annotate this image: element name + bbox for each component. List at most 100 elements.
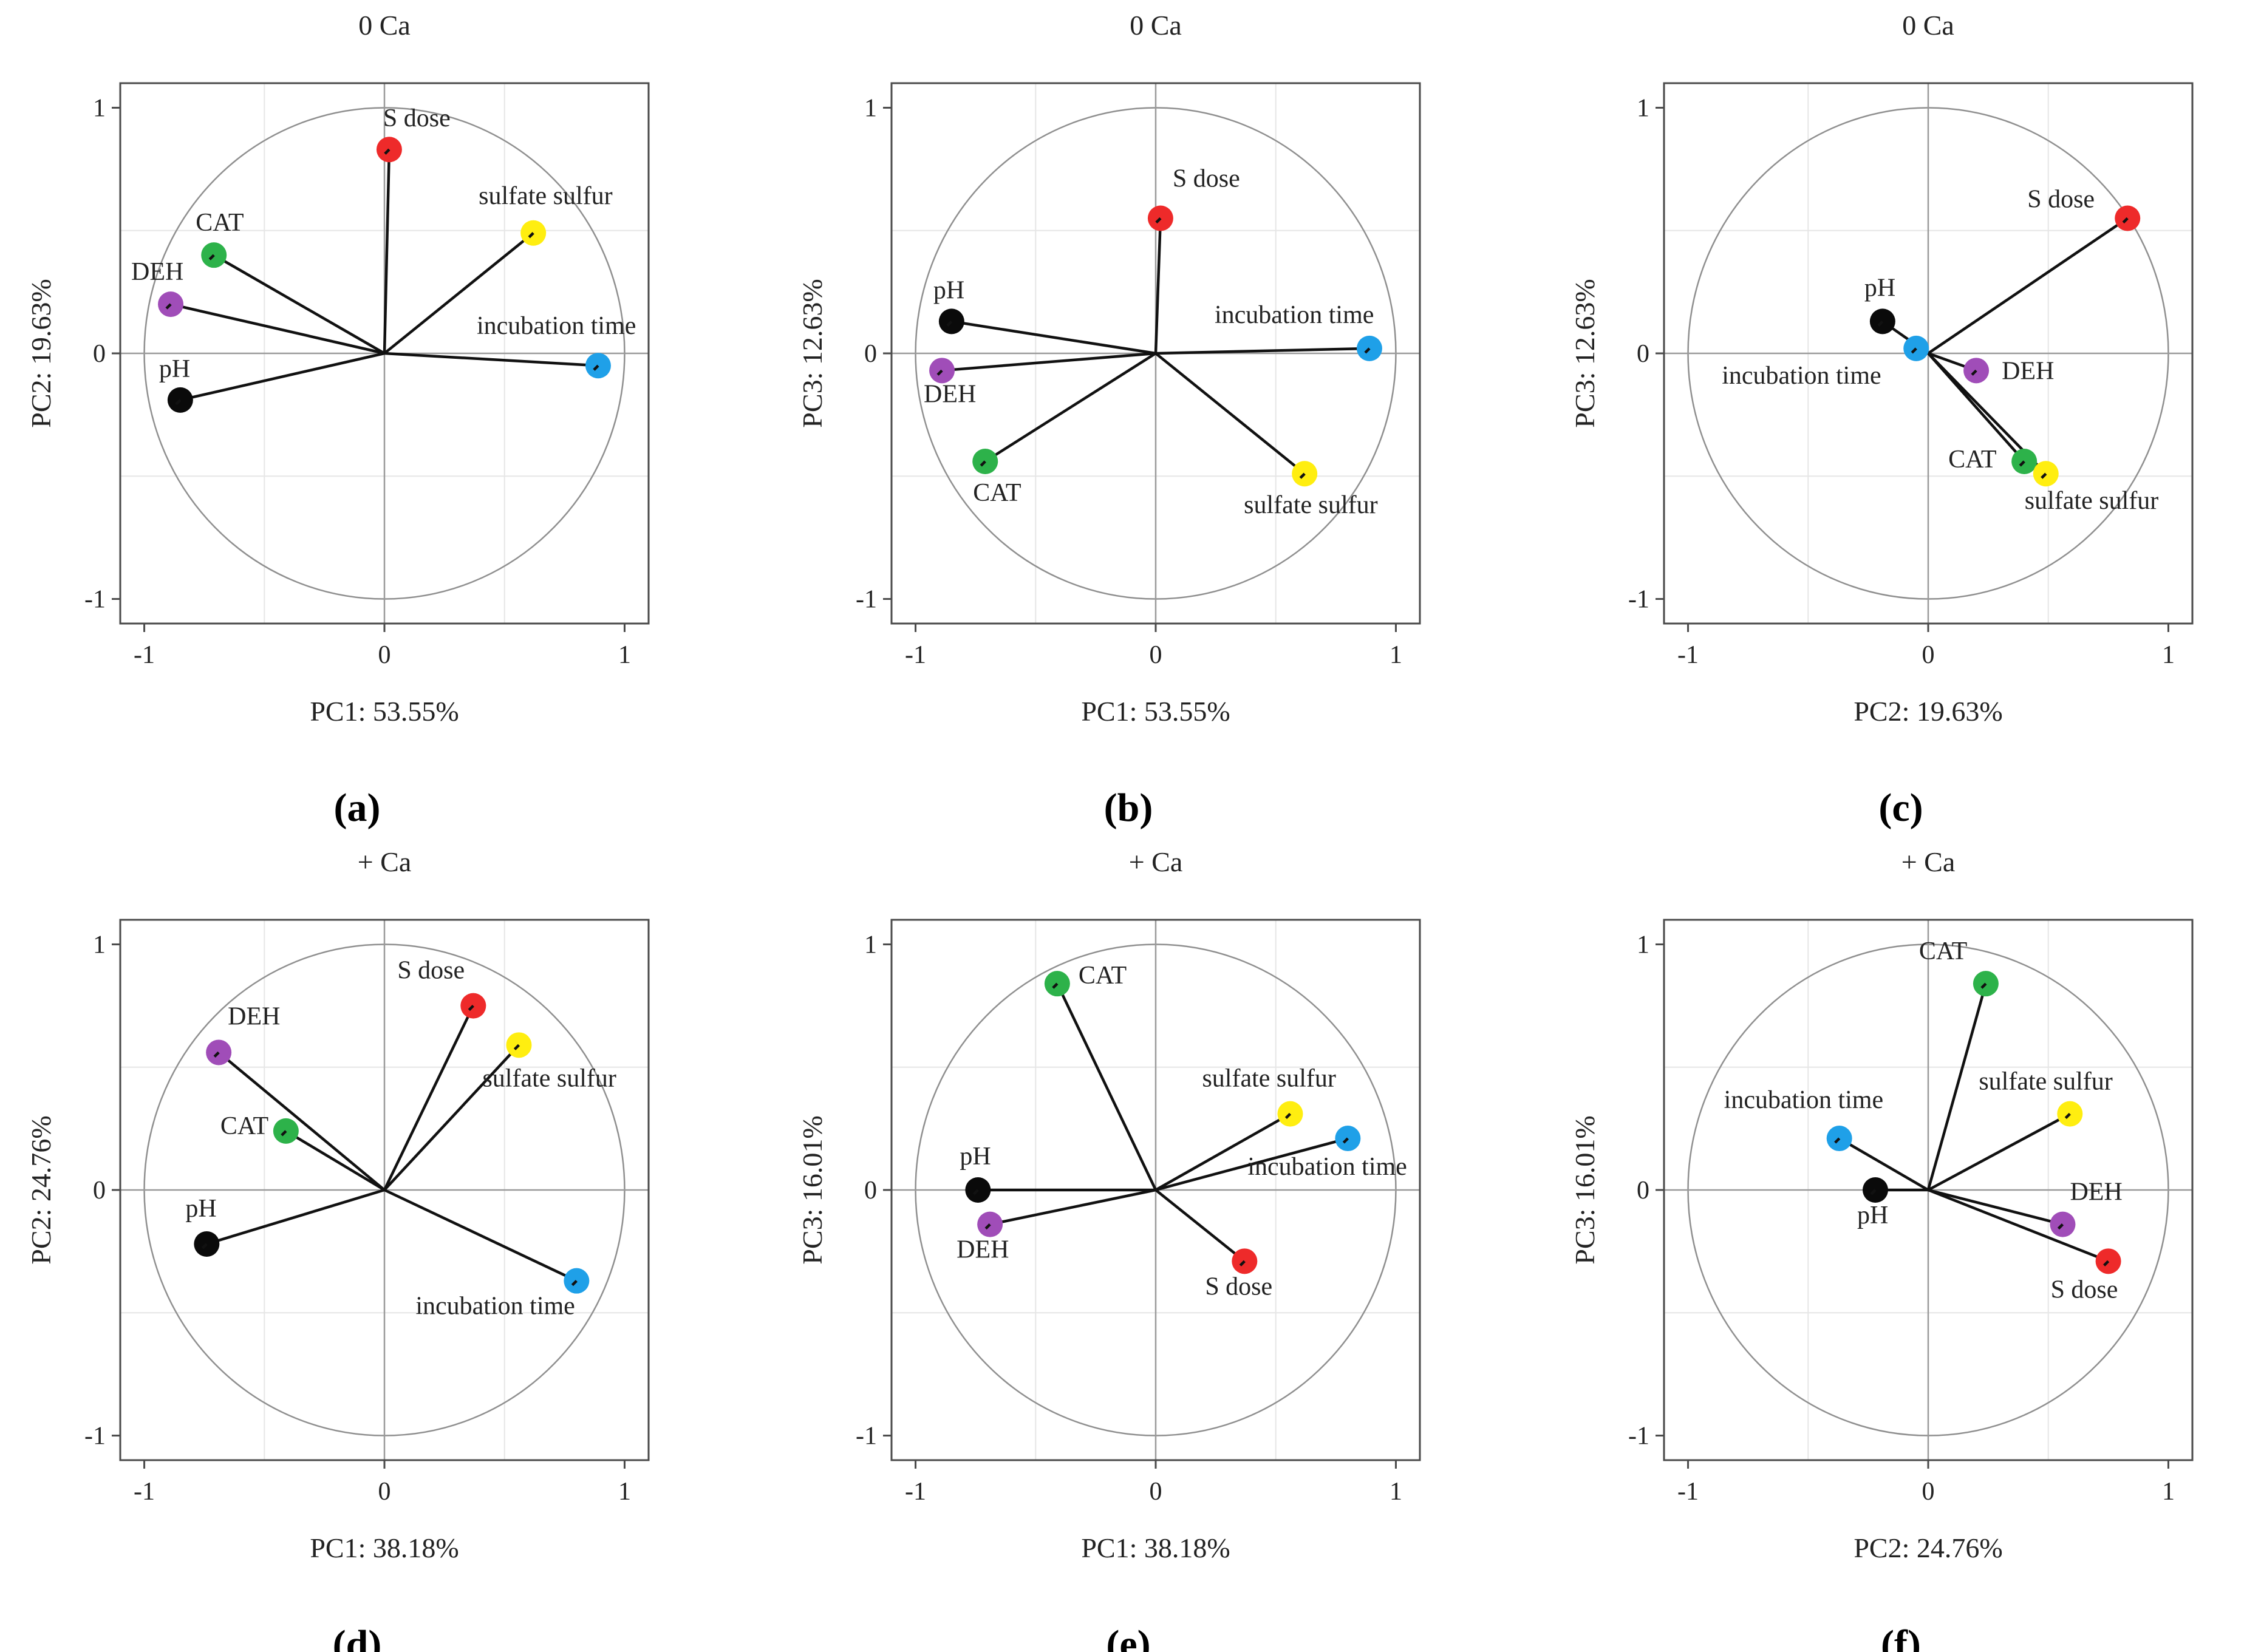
- loading-vector-tip-cat: [1980, 982, 1987, 989]
- chart-title: 0 Ca: [358, 10, 411, 41]
- variable-label-deh: DEH: [924, 380, 976, 408]
- x-tick-label: -1: [134, 1478, 155, 1506]
- x-axis-label: PC1: 38.18%: [1081, 1532, 1230, 1563]
- loading-vector-tip-cat: [980, 460, 986, 467]
- chart-title: + Ca: [1129, 846, 1183, 877]
- loading-vector-deh: [1928, 1188, 2064, 1226]
- y-tick-label: -1: [84, 586, 106, 614]
- variable-label-deh: DEH: [2002, 357, 2054, 385]
- y-tick-label: -1: [856, 1423, 877, 1450]
- loading-vector-cat: [984, 352, 1157, 463]
- x-tick-label: 1: [1390, 1478, 1402, 1506]
- chart-title: 0 Ca: [1130, 10, 1182, 41]
- loading-vector-tip-ph: [175, 399, 182, 406]
- y-tick-label: -1: [1628, 1423, 1649, 1450]
- loading-vector-cat: [1055, 983, 1158, 1191]
- pca-panel-f: -1 0 1 1 0 -1 + Ca PC2: 24.76% PC3: 16.01% (f) CAT…: [1569, 846, 2194, 1652]
- x-tick-label: 1: [2162, 641, 2175, 669]
- x-tick-label: 1: [1390, 641, 1402, 669]
- variable-label-s-dose: S dose: [1173, 165, 1240, 193]
- loading-vector-tip-s-dose: [384, 148, 390, 155]
- variable-label-sulfate-sulfur: sulfate sulfur: [2025, 487, 2158, 515]
- x-tick-label: -1: [1677, 1478, 1699, 1506]
- variable-label-ph: pH: [159, 355, 190, 383]
- x-tick-label: -1: [905, 641, 926, 669]
- variable-label-ph: pH: [933, 276, 964, 304]
- loading-vector-cat: [285, 1129, 386, 1191]
- loading-vector-incubation-time: [1155, 1137, 1348, 1192]
- variable-label-incubation-time: incubation time: [477, 312, 636, 340]
- loading-vector-sulfate-sulfur: [1154, 352, 1306, 475]
- x-tick-label: 1: [618, 1478, 631, 1506]
- loading-vector-tip-ph: [972, 1189, 979, 1195]
- x-tick-label: -1: [134, 641, 155, 669]
- y-tick-label: 1: [864, 931, 877, 959]
- x-axis-label: PC2: 19.63%: [1854, 696, 2002, 727]
- pca-panel-e: -1 0 1 1 0 -1 + Ca PC1: 38.18% PC3: 16.01% (e) CAT…: [797, 846, 1421, 1652]
- loading-vector-tip-incubation-time: [1911, 347, 1917, 354]
- loading-vector-tip-cat: [281, 1130, 287, 1137]
- variable-label-incubation-time: incubation time: [1724, 1086, 1883, 1114]
- loading-vector-tip-sulfate-sulfur: [528, 232, 534, 239]
- loading-vector-tip-cat: [208, 254, 215, 260]
- loading-vector-tip-ph: [946, 320, 953, 327]
- variable-label-cat: CAT: [196, 209, 244, 237]
- y-axis-label: PC3: 16.01%: [1569, 1115, 1600, 1264]
- chart-title: 0 Ca: [1902, 10, 1954, 41]
- loading-vector-incubation-time: [384, 352, 599, 367]
- variable-label-s-dose: S dose: [1205, 1273, 1272, 1300]
- variable-label-ph: pH: [1857, 1202, 1888, 1229]
- loading-vector-s-dose: [383, 149, 391, 354]
- pca-panel-b: -1 0 1 1 0 -1 0 Ca PC1: 53.55% PC3: 12.63% (b) S d…: [797, 10, 1421, 830]
- loading-vector-sulfate-sulfur: [383, 1044, 520, 1191]
- variable-label-sulfate-sulfur: sulfate sulfur: [479, 182, 612, 210]
- x-axis-label: PC1: 53.55%: [310, 696, 459, 727]
- loading-vector-tip-incubation-time: [1834, 1137, 1841, 1144]
- variable-label-s-dose: S dose: [397, 957, 465, 985]
- loading-vector-tip-deh: [165, 303, 172, 310]
- loading-vector-tip-sulfate-sulfur: [1284, 1112, 1292, 1120]
- x-tick-label: -1: [905, 1478, 926, 1506]
- panel-label: (b): [1104, 786, 1153, 830]
- loading-vector-tip-cat: [2019, 460, 2025, 467]
- variable-label-deh: DEH: [2070, 1178, 2122, 1206]
- y-axis-label: PC3: 16.01%: [797, 1115, 828, 1264]
- loading-vector-tip-s-dose: [2122, 217, 2129, 224]
- panel-label: (a): [334, 786, 381, 830]
- loading-vector-tip-ph: [1877, 320, 1884, 327]
- loading-vector-tip-s-dose: [2102, 1260, 2110, 1266]
- pca-panel-a: -1 0 1 1 0 -1 0 Ca PC1: 53.55% PC2: 19.63% (a) S d…: [26, 10, 650, 830]
- y-tick-label: 1: [1637, 94, 1649, 122]
- x-axis-label: PC1: 38.18%: [310, 1532, 459, 1563]
- loading-vector-tip-deh: [936, 369, 943, 376]
- pca-panel-d: -1 0 1 1 0 -1 + Ca PC1: 38.18% PC2: 24.76% (d) S d…: [26, 846, 650, 1652]
- loading-vector-tip-ph: [1870, 1189, 1877, 1195]
- loading-vector-tip-deh: [1971, 369, 1977, 376]
- variable-label-incubation-time: incubation time: [1722, 362, 1881, 390]
- y-tick-label: -1: [856, 586, 877, 614]
- y-tick-label: -1: [1628, 586, 1649, 614]
- x-tick-label: 0: [1922, 641, 1935, 669]
- loading-vector-sulfate-sulfur: [383, 232, 534, 355]
- loading-vector-tip-sulfate-sulfur: [2064, 1112, 2071, 1120]
- variable-label-s-dose: S dose: [2051, 1276, 2118, 1304]
- loading-vector-tip-incubation-time: [1342, 1137, 1349, 1144]
- variable-label-incubation-time: incubation time: [1215, 301, 1374, 329]
- panel-label: (d): [333, 1622, 382, 1652]
- loading-vector-sulfate-sulfur: [1927, 1112, 2071, 1191]
- loading-vector-tip-ph: [201, 1243, 208, 1249]
- y-axis-label: PC3: 12.63%: [797, 279, 828, 427]
- loading-vector-deh: [170, 302, 385, 355]
- loading-vector-tip-sulfate-sulfur: [513, 1044, 520, 1050]
- y-tick-label: -1: [84, 1423, 106, 1450]
- loading-vector-sulfate-sulfur: [1154, 1112, 1291, 1191]
- loading-vector-incubation-time: [384, 1188, 578, 1282]
- loading-vector-s-dose: [1154, 1189, 1246, 1263]
- y-tick-label: 0: [93, 340, 106, 368]
- x-axis-label: PC1: 53.55%: [1081, 696, 1230, 727]
- loading-vector-tip-sulfate-sulfur: [1299, 472, 1306, 479]
- variable-label-deh: DEH: [131, 258, 183, 286]
- x-tick-label: 0: [1150, 641, 1162, 669]
- x-tick-label: 0: [378, 1478, 391, 1506]
- chart-title: + Ca: [358, 846, 412, 877]
